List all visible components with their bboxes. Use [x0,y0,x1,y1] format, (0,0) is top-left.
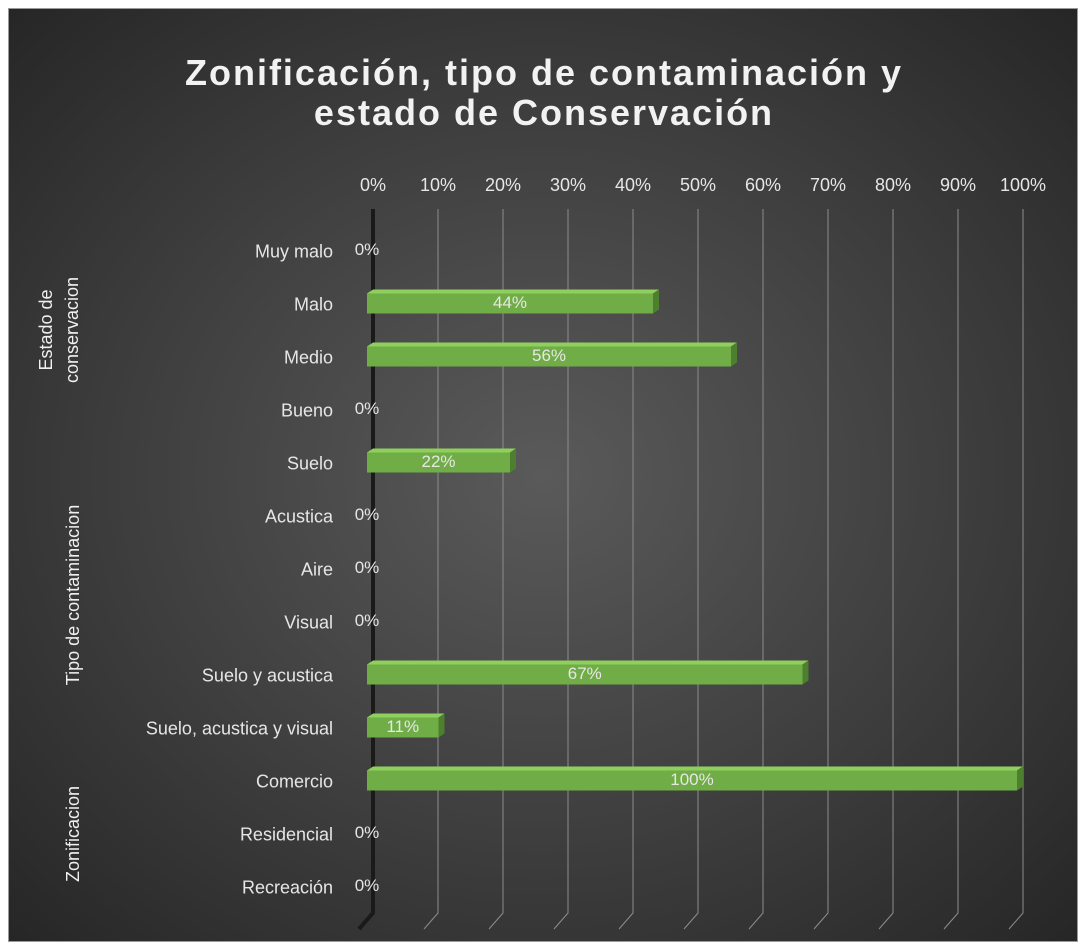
x-tick-label: 90% [940,175,976,195]
bar-side [510,448,516,473]
x-tick-label: 70% [810,175,846,195]
bar-top [367,766,1023,771]
data-label: 56% [532,346,566,365]
y-tick-label: Bueno [281,400,333,420]
data-label: 11% [386,717,419,736]
grid-line [943,209,959,930]
bar-side [731,342,737,367]
grid-line [618,209,634,930]
data-label: 0% [355,399,380,418]
x-tick-label: 100% [1000,175,1046,195]
data-label: 22% [421,452,455,471]
x-tick-label: 30% [550,175,586,195]
data-label: 67% [568,664,602,683]
x-tick-label: 0% [360,175,386,195]
bar-top [367,660,809,665]
bar-top [367,289,659,294]
data-label: 100% [670,770,713,789]
grid-line [748,209,764,930]
y-tick-label: Comercio [256,771,333,791]
data-label: 44% [493,293,527,312]
y-tick-label: Aire [301,559,333,579]
group-label: Zonificacion [63,785,83,882]
y-tick-label: Suelo, acustica y visual [146,718,333,738]
y-tick-label: Suelo [287,453,333,473]
data-label: 0% [355,558,380,577]
x-tick-label: 50% [680,175,716,195]
grid-line [553,209,569,930]
bar-side [802,660,809,685]
bar-top [367,713,445,718]
y-tick-label: Acustica [265,506,334,526]
grid-line [813,209,829,930]
grid-line [878,209,894,930]
group-label: Estado de conservacion [36,276,82,384]
plot: 0% 10% 20% 30% 40% 50% 60% 70% 80% 90% 100% Muy mal… [146,175,1046,931]
data-label: 0% [355,823,380,842]
chart-title: Zonificación, tipo de contaminación y es… [184,52,904,133]
chart-title-box: Zonificación, tipo de contaminación y es… [9,52,1077,133]
grid-line [683,209,699,930]
y-tick-label: Malo [294,294,333,314]
data-label: 0% [355,505,380,524]
bar [367,346,731,367]
group-label: Tipo de contaminacion [63,504,83,686]
bar-side [1017,766,1023,791]
bar-side [653,289,659,314]
bar [367,452,510,473]
y-tick-label: Muy malo [255,241,333,261]
grid-line [357,209,375,931]
bar-side [438,713,445,738]
y-tick-label: Recreación [242,877,333,897]
y-tick-label: Suelo y acustica [202,665,334,685]
bar [367,293,653,314]
x-tick-label: 20% [485,175,521,195]
y-tick-label: Visual [284,612,333,632]
data-label: 0% [355,876,380,895]
bar [367,664,803,685]
data-label: 0% [355,240,380,259]
x-tick-label: 80% [875,175,911,195]
x-tick-label: 60% [745,175,781,195]
bar-top [367,448,516,453]
bar [367,770,1017,791]
y-tick-label: Residencial [240,824,333,844]
bar-top [367,342,737,347]
x-tick-label: 40% [615,175,651,195]
y-tick-label: Medio [284,347,333,367]
chart: 0% 10% 20% 30% 40% 50% 60% 70% 80% 90% 100% Muy mal… [8,8,1078,942]
x-tick-label: 10% [420,175,456,195]
grid-line [488,209,504,930]
grid-line [423,209,439,930]
bar [367,717,439,738]
data-label: 0% [355,611,380,630]
grid-line [1008,209,1024,930]
